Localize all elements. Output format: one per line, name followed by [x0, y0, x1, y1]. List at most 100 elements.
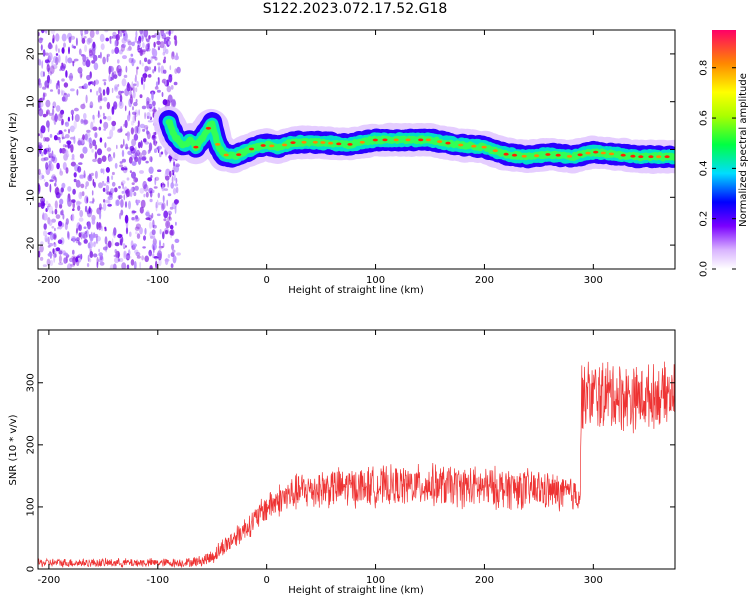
noise-blob [106, 147, 112, 152]
noise-blob [93, 253, 98, 258]
noise-blob [131, 161, 137, 167]
noise-blob [147, 42, 150, 49]
noise-blob [151, 135, 157, 141]
noise-blob [67, 57, 73, 64]
noise-blob [94, 79, 100, 85]
noise-blob [49, 232, 54, 241]
noise-blob [135, 231, 138, 235]
noise-blob [75, 179, 81, 188]
noise-blob [68, 128, 70, 134]
noise-blob [109, 129, 114, 138]
noise-blob [152, 219, 155, 228]
noise-blob [123, 74, 128, 78]
noise-blob [113, 74, 118, 79]
noise-blob [141, 35, 144, 42]
noise-blob [38, 82, 43, 89]
noise-blob [148, 214, 153, 221]
noise-blob [169, 65, 172, 71]
noise-blob [148, 148, 151, 153]
noise-blob [99, 105, 102, 110]
noise-blob [72, 188, 76, 195]
noise-blob [136, 67, 138, 76]
noise-blob [171, 243, 175, 251]
noise-blob [122, 183, 124, 190]
noise-blob [76, 89, 79, 96]
noise-blob [160, 151, 164, 155]
noise-blob [156, 199, 159, 209]
noise-blob [127, 114, 131, 122]
noise-blob [44, 59, 49, 64]
noise-blob [172, 172, 175, 176]
noise-blob [79, 174, 85, 179]
noise-blob [108, 194, 113, 201]
noise-blob [108, 74, 111, 82]
noise-blob [42, 201, 45, 205]
noise-blob [154, 148, 157, 153]
noise-blob [42, 49, 46, 57]
noise-blob [111, 35, 117, 39]
noise-blob [64, 150, 69, 155]
noise-blob [60, 109, 65, 115]
noise-blob [71, 44, 74, 49]
noise-blob [68, 46, 70, 55]
noise-blob [120, 167, 125, 171]
noise-blob [44, 137, 50, 142]
noise-blob [111, 171, 115, 176]
noise-blob [148, 103, 153, 110]
noise-blob [55, 53, 59, 56]
noise-blob [145, 210, 150, 218]
noise-blob [116, 144, 118, 150]
noise-blob [59, 68, 62, 72]
noise-blob [86, 129, 91, 133]
noise-blob [95, 235, 101, 242]
noise-blob [139, 187, 145, 194]
noise-blob [103, 116, 107, 120]
ridge-peak [418, 138, 424, 142]
noise-blob [59, 203, 63, 209]
noise-blob [86, 263, 90, 267]
noise-blob [147, 74, 152, 78]
noise-blob [83, 239, 88, 244]
noise-blob [164, 79, 167, 86]
noise-blob [42, 86, 47, 90]
noise-blob [85, 137, 91, 142]
noise-blob [94, 132, 98, 139]
noise-blob [140, 140, 143, 149]
noise-blob [48, 112, 54, 116]
noise-blob [70, 199, 76, 203]
noise-blob [131, 209, 136, 215]
noise-blob [136, 125, 139, 133]
noise-blob [128, 156, 133, 164]
snr-frame [37, 329, 676, 570]
noise-blob [118, 49, 123, 55]
noise-blob [49, 89, 54, 92]
noise-blob [170, 182, 174, 189]
noise-blob [131, 210, 137, 214]
noise-blob [145, 211, 150, 217]
noise-blob [57, 48, 60, 53]
noise-blob [173, 173, 176, 181]
noise-blob [84, 185, 87, 190]
noise-blob [168, 30, 171, 37]
spectrogram-y-label: Frequency (Hz) [8, 112, 19, 188]
noise-blob [145, 217, 151, 221]
noise-blob [69, 72, 73, 82]
noise-blob [45, 200, 49, 206]
noise-blob [63, 82, 69, 88]
noise-blob [164, 257, 169, 266]
noise-blob [91, 190, 94, 196]
noise-blob [80, 183, 85, 189]
ridge-peak [555, 153, 561, 157]
noise-blob [145, 160, 149, 164]
noise-blob [55, 33, 60, 42]
noise-blob [52, 64, 58, 70]
noise-blob [49, 152, 53, 157]
noise-blob [152, 224, 157, 229]
noise-blob [92, 114, 95, 120]
noise-blob [104, 236, 108, 245]
noise-blob [143, 193, 146, 198]
noise-blob [131, 182, 135, 186]
noise-blob [51, 176, 54, 180]
noise-blob [61, 131, 64, 140]
noise-blob [129, 188, 133, 198]
